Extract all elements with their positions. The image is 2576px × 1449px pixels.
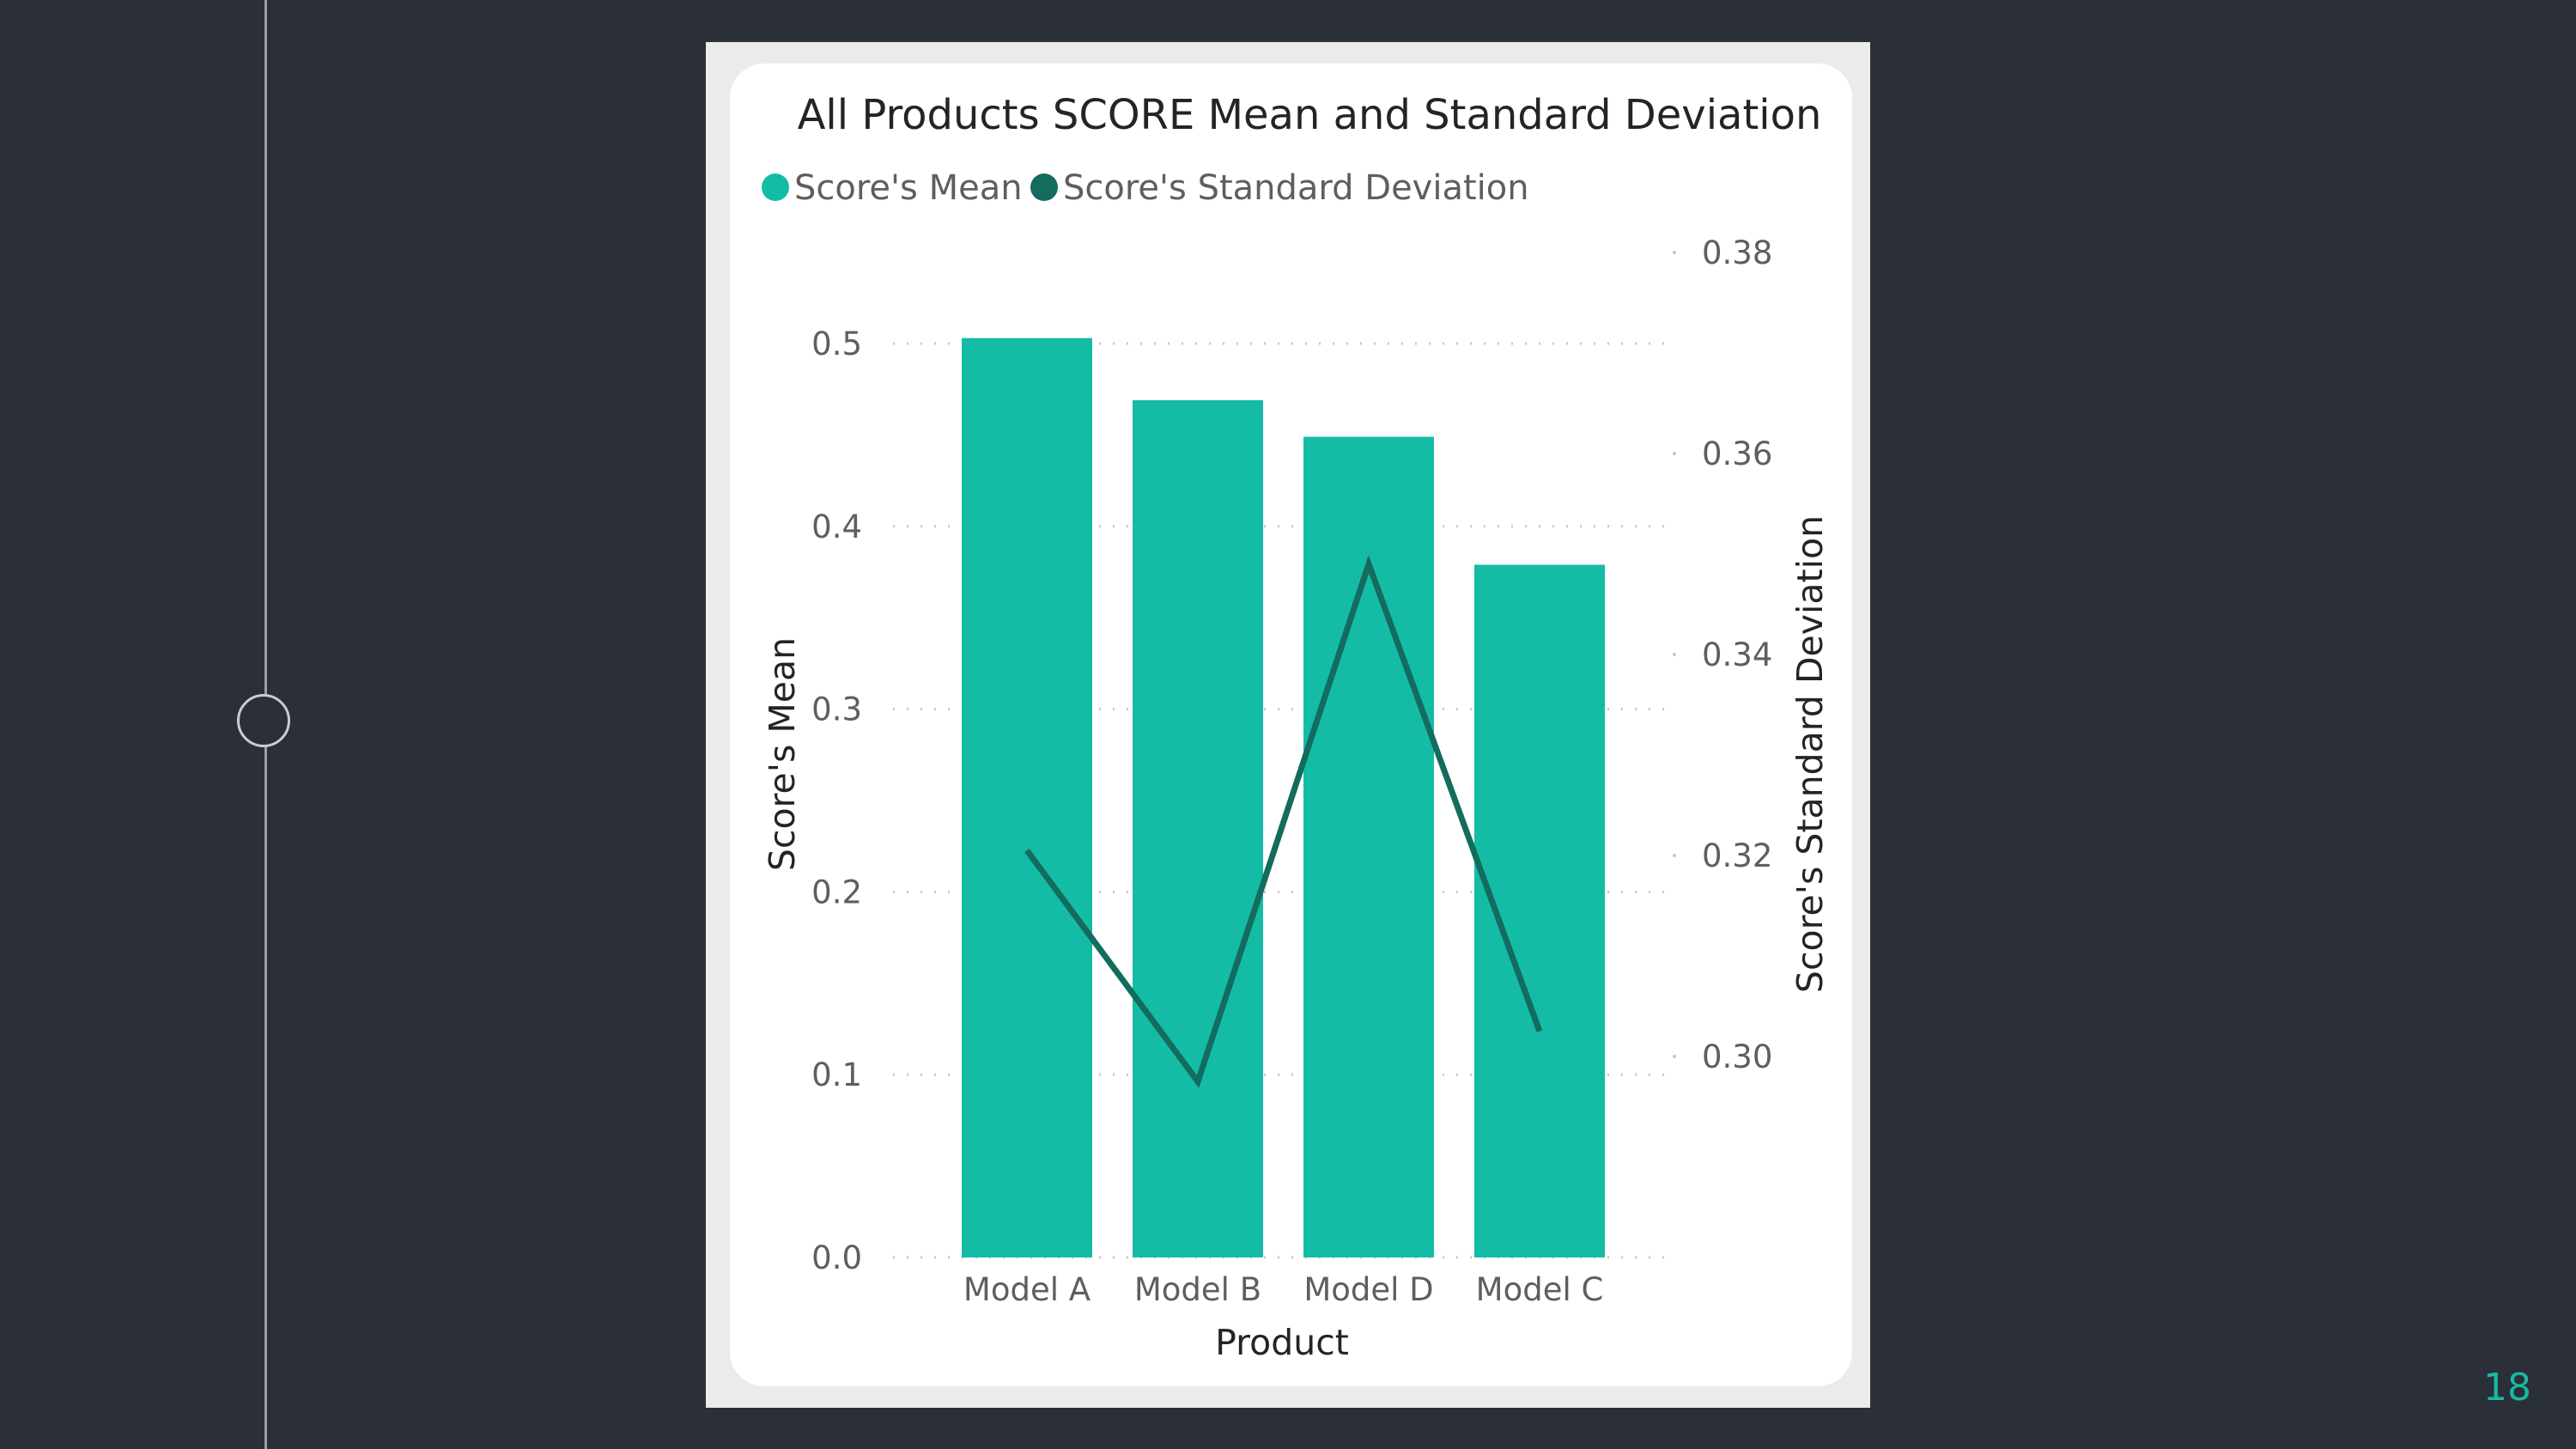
right-tick-mark	[1673, 452, 1676, 455]
right-tick-mark	[1673, 653, 1676, 656]
timeline-node[interactable]	[237, 694, 290, 747]
gridlines	[893, 342, 1666, 1259]
right-tick-mark	[1673, 1055, 1676, 1058]
legend-label-mean: Score's Mean	[794, 168, 1023, 208]
left-tick-label: 0.0	[811, 1239, 862, 1276]
legend-swatch-mean	[762, 174, 789, 201]
x-axis-title: Product	[1215, 1322, 1349, 1363]
left-tick-label: 0.3	[811, 691, 862, 728]
x-tick-label: Model C	[1476, 1271, 1604, 1308]
bar-model-a[interactable]	[962, 338, 1092, 1258]
right-tick-label: 0.36	[1702, 435, 1772, 472]
legend-label-std: Score's Standard Deviation	[1063, 168, 1529, 208]
right-tick-label: 0.30	[1702, 1038, 1772, 1075]
chart-title: All Products SCORE Mean and Standard Dev…	[798, 91, 1822, 139]
line-series	[1024, 555, 1543, 1088]
page-number: 18	[2483, 1366, 2531, 1409]
x-tick-label: Model D	[1303, 1271, 1433, 1308]
x-tick-label: Model B	[1134, 1271, 1261, 1308]
right-tick-label: 0.32	[1702, 837, 1772, 874]
right-tick-label: 0.38	[1702, 234, 1772, 271]
left-tick-label: 0.4	[811, 508, 862, 545]
left-axis-title: Score's Mean	[762, 637, 803, 871]
right-tick-mark	[1673, 854, 1676, 857]
right-tick-mark	[1673, 251, 1676, 254]
x-axis-ticks: Model A Model B Model D Model C	[963, 1271, 1603, 1308]
left-axis-ticks: 0.0 0.1 0.2 0.3 0.4 0.5	[811, 326, 862, 1276]
bar-model-b[interactable]	[1133, 399, 1263, 1257]
left-tick-label: 0.5	[811, 326, 862, 362]
right-axis-title: Score's Standard Deviation	[1789, 515, 1831, 993]
left-tick-label: 0.1	[811, 1056, 862, 1093]
legend: Score's Mean Score's Standard Deviation	[762, 168, 1529, 208]
x-tick-label: Model A	[963, 1271, 1091, 1308]
bar-series	[962, 338, 1605, 1258]
legend-swatch-std	[1030, 174, 1058, 201]
right-tick-label: 0.34	[1702, 636, 1772, 673]
chart-card[interactable]	[730, 64, 1852, 1386]
std-dev-line[interactable]	[1024, 555, 1543, 1088]
left-tick-label: 0.2	[811, 874, 862, 910]
right-axis-ticks: 0.30 0.32 0.34 0.36 0.38	[1673, 234, 1772, 1075]
